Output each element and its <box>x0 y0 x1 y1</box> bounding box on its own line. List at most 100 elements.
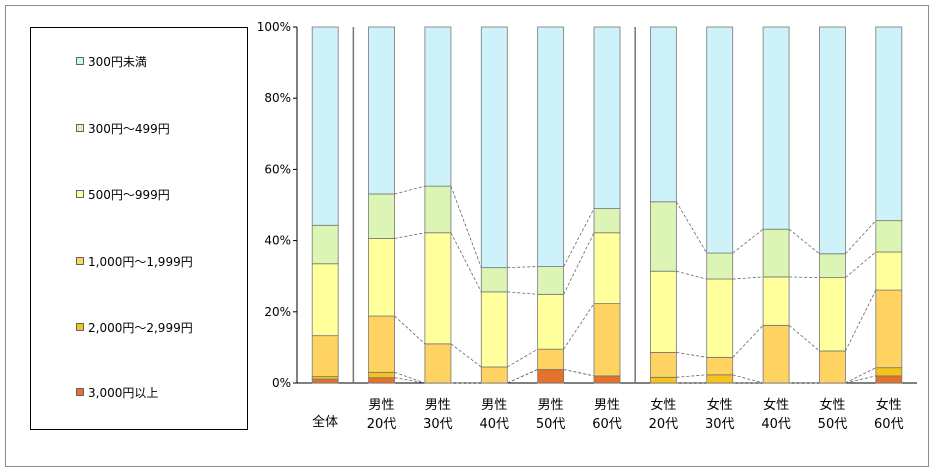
connector-line <box>845 251 877 278</box>
x-category-label: 男性 <box>481 398 507 413</box>
connector-line <box>394 185 426 195</box>
x-category-label: 女性 <box>819 397 845 413</box>
bar-segment <box>649 351 677 378</box>
bar-segment <box>593 303 621 377</box>
bar-segment <box>368 377 395 384</box>
bar-segment <box>875 26 903 222</box>
connector-line <box>563 232 595 295</box>
bar-segment <box>762 228 790 278</box>
x-category-label: 40代 <box>479 417 509 432</box>
connector-line <box>845 220 877 255</box>
bar-segment <box>537 266 565 295</box>
connector-line <box>845 367 876 384</box>
legend-swatch <box>76 124 84 132</box>
bar-segment <box>311 335 339 377</box>
connector-line <box>507 348 538 368</box>
legend-label: 300円～499円 <box>88 122 170 136</box>
bar-segment <box>762 26 790 230</box>
connector-line <box>845 375 876 384</box>
x-category-label: 女性 <box>763 397 789 413</box>
bar-segment <box>537 348 565 370</box>
connector-line <box>845 289 877 352</box>
bar-segment <box>537 293 565 350</box>
connector-line <box>450 232 482 293</box>
y-tick-label: 20% <box>264 305 291 319</box>
bar-segment <box>762 324 790 384</box>
bar-segment <box>368 371 395 379</box>
bar-segment <box>649 201 677 272</box>
connector-line <box>394 315 426 345</box>
connector-line <box>394 377 425 384</box>
bar-segment <box>368 193 395 239</box>
bar-segment <box>424 343 452 384</box>
x-category-label: 全体 <box>312 414 338 430</box>
x-category-label: 男性 <box>538 398 564 413</box>
legend: 300円未満 300円～499円 500円～999円 1,000円～1,999円… <box>30 27 248 430</box>
bar-segment <box>819 253 846 279</box>
bar-segment <box>311 378 339 384</box>
connector-line <box>394 371 426 384</box>
connector-line <box>789 276 820 279</box>
x-category-label: 30代 <box>705 417 735 432</box>
legend-label: 3,000円以上 <box>88 386 159 400</box>
y-tick-label: 80% <box>264 91 291 105</box>
bar-segment <box>424 232 452 345</box>
bar-segment <box>368 238 395 317</box>
connector-line <box>732 325 764 358</box>
connector-line <box>450 185 482 268</box>
bar-segment <box>368 26 395 195</box>
connector-line <box>676 374 707 378</box>
bar-segment <box>593 208 621 234</box>
bar-segment <box>875 375 903 384</box>
x-category-label: 40代 <box>761 417 791 432</box>
bar-segment <box>706 26 734 254</box>
x-category-label: 男性 <box>425 398 451 413</box>
connector-line <box>450 343 482 368</box>
legend-swatch <box>76 323 84 331</box>
connector-line <box>676 351 707 358</box>
bar-segment <box>706 374 734 384</box>
legend-label: 300円未満 <box>88 55 147 69</box>
bar-segment <box>819 350 846 384</box>
bar-segment <box>819 277 846 352</box>
bar-segment <box>368 315 395 373</box>
bar-segment <box>875 220 903 253</box>
bar-segment <box>706 356 734 376</box>
y-tick-label: 100% <box>257 20 291 34</box>
connector-line <box>676 201 708 254</box>
legend-swatch <box>76 257 84 265</box>
x-category-label: 60代 <box>874 417 904 432</box>
bar-segment <box>424 185 452 234</box>
y-tick-label: 0% <box>272 376 291 390</box>
x-category-label: 男性 <box>369 398 395 413</box>
connector-line <box>676 270 707 280</box>
connector-line <box>788 228 820 255</box>
connector-line <box>507 291 538 295</box>
connector-line <box>563 303 595 350</box>
connector-line <box>732 228 764 254</box>
x-category-label: 女性 <box>876 397 902 413</box>
x-category-label: 60代 <box>592 417 622 432</box>
connector-line <box>394 232 425 239</box>
bar-segment <box>537 369 565 384</box>
bar-segment <box>593 375 621 384</box>
bar-segment <box>480 267 508 293</box>
bar-segment <box>762 276 790 326</box>
bar-segment <box>480 291 508 368</box>
legend-label: 2,000円～2,999円 <box>88 321 193 335</box>
bar-segment <box>706 278 734 358</box>
x-category-label: 20代 <box>367 417 397 432</box>
x-category-label: 50代 <box>818 417 848 432</box>
connector-line <box>732 276 764 280</box>
bar-segment <box>819 26 846 255</box>
bar-segment <box>706 252 734 280</box>
legend-label: 500円～999円 <box>88 188 170 202</box>
bar-segment <box>875 367 903 377</box>
connector-line <box>563 208 595 267</box>
legend-swatch <box>76 190 84 198</box>
bar-segment <box>649 26 677 203</box>
bar-segment <box>593 26 621 209</box>
bar-segment <box>537 26 565 267</box>
bar-segment <box>311 224 339 265</box>
